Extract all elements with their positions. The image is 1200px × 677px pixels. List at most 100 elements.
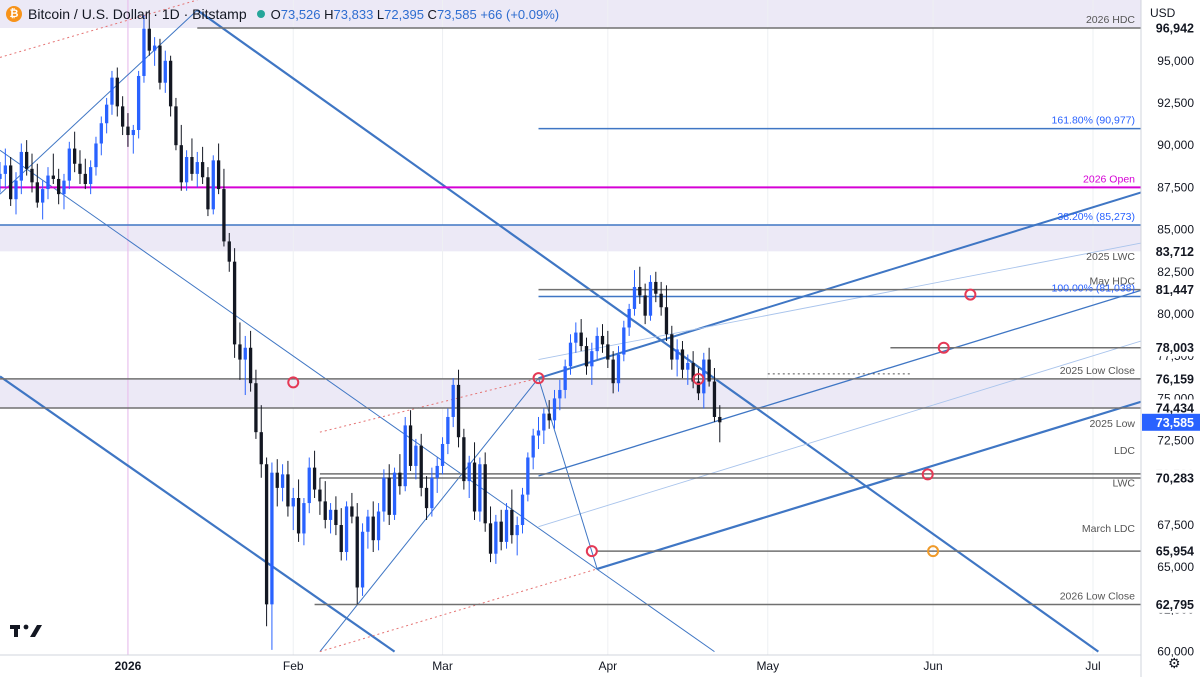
candle-body[interactable] [558, 389, 562, 399]
candle-body[interactable] [568, 342, 573, 367]
candle-body[interactable] [243, 347, 247, 360]
candle-body[interactable] [312, 467, 317, 490]
candle-body[interactable] [41, 189, 45, 203]
candle-body[interactable] [248, 347, 253, 384]
candle-body[interactable] [584, 346, 589, 367]
candle-body[interactable] [296, 498, 301, 534]
candle-body[interactable] [654, 281, 658, 294]
candle-body[interactable] [504, 509, 509, 542]
candle-body[interactable] [424, 487, 429, 509]
candle-body[interactable] [9, 165, 13, 200]
candle-body[interactable] [264, 464, 269, 605]
pivot-marker[interactable] [692, 372, 705, 385]
dotted-line[interactable] [0, 0, 198, 58]
price-tag[interactable]: 73,585 [1156, 416, 1194, 430]
candle-body[interactable] [147, 28, 151, 51]
candle-body[interactable] [718, 416, 722, 423]
candle-body[interactable] [712, 381, 717, 417]
trendline[interactable] [0, 375, 396, 653]
candle-body[interactable] [600, 335, 605, 345]
symbol-title[interactable]: Bitcoin / U.S. Dollar · 1D · Bitstamp [28, 6, 247, 22]
candle-body[interactable] [99, 123, 103, 144]
candle-body[interactable] [126, 126, 130, 136]
candle-body[interactable] [344, 506, 349, 553]
candle-body[interactable] [216, 160, 221, 190]
candle-body[interactable] [51, 175, 55, 179]
candle-body[interactable] [163, 60, 167, 83]
candle-body[interactable] [376, 511, 381, 541]
candle-body[interactable] [616, 354, 621, 384]
candle-body[interactable] [211, 160, 215, 210]
candle-body[interactable] [46, 175, 50, 190]
candle-body[interactable] [158, 45, 162, 83]
trendline[interactable] [538, 242, 1141, 361]
candle-body[interactable] [483, 464, 487, 524]
candle-body[interactable] [334, 509, 338, 526]
candle-body[interactable] [200, 162, 205, 178]
candle-body[interactable] [259, 432, 263, 465]
candle-body[interactable] [488, 523, 493, 554]
candle-body[interactable] [88, 167, 93, 185]
candle-body[interactable] [179, 145, 183, 183]
candle-body[interactable] [131, 129, 135, 136]
candle-body[interactable] [254, 383, 258, 433]
candle-body[interactable] [67, 148, 71, 181]
candle-body[interactable] [232, 261, 237, 345]
trendline[interactable] [596, 400, 1141, 570]
candle-body[interactable] [275, 472, 279, 488]
candle-body[interactable] [35, 182, 39, 203]
pivot-marker[interactable] [927, 545, 940, 558]
candle-body[interactable] [190, 156, 194, 174]
candle-body[interactable] [430, 477, 434, 509]
price-tag[interactable]: 62,795 [1156, 598, 1194, 612]
pivot-marker[interactable] [937, 341, 950, 354]
candle-body[interactable] [360, 531, 365, 588]
trendline[interactable] [196, 9, 1099, 653]
candle-body[interactable] [590, 351, 594, 367]
candle-body[interactable] [707, 359, 711, 382]
candle-body[interactable] [515, 525, 519, 536]
candle-body[interactable] [136, 75, 141, 130]
candle-body[interactable] [595, 335, 599, 352]
candle-body[interactable] [606, 344, 610, 360]
candle-body[interactable] [494, 521, 498, 554]
candle-body[interactable] [350, 506, 354, 517]
candle-body[interactable] [520, 494, 525, 526]
candle-body[interactable] [0, 173, 2, 179]
candle-body[interactable] [542, 413, 546, 431]
candle-body[interactable] [499, 521, 503, 542]
candle-body[interactable] [408, 425, 413, 466]
trendline[interactable] [538, 340, 1141, 528]
candle-body[interactable] [446, 416, 450, 444]
price-tag[interactable]: 83,712 [1156, 245, 1194, 259]
candle-body[interactable] [462, 437, 466, 482]
pivot-marker[interactable] [532, 372, 545, 385]
price-tag[interactable]: 96,942 [1156, 21, 1194, 35]
candle-body[interactable] [174, 106, 178, 146]
candle-body[interactable] [696, 381, 701, 394]
candle-body[interactable] [323, 501, 327, 520]
candle-body[interactable] [472, 462, 477, 512]
candle-body[interactable] [328, 509, 333, 520]
candle-body[interactable] [526, 457, 530, 495]
candle-body[interactable] [78, 163, 82, 174]
tradingview-logo-icon[interactable] [10, 621, 44, 641]
candle-body[interactable] [638, 286, 642, 296]
candle-body[interactable] [206, 177, 210, 210]
price-tag[interactable]: 74,434 [1156, 401, 1194, 415]
candle-body[interactable] [366, 516, 370, 532]
candle-body[interactable] [531, 435, 535, 458]
candle-body[interactable] [120, 106, 125, 127]
candle-body[interactable] [675, 349, 679, 360]
candle-body[interactable] [355, 516, 359, 588]
currency-label[interactable]: USD [1150, 6, 1176, 20]
candle-body[interactable] [3, 165, 7, 174]
candle-body[interactable] [563, 366, 567, 390]
candle-body[interactable] [387, 477, 391, 515]
candle-body[interactable] [83, 173, 87, 185]
candle-body[interactable] [110, 77, 114, 105]
candle-body[interactable] [94, 143, 98, 168]
candle-body[interactable] [398, 472, 402, 487]
pivot-marker[interactable] [585, 545, 598, 558]
candle-body[interactable] [414, 445, 418, 466]
